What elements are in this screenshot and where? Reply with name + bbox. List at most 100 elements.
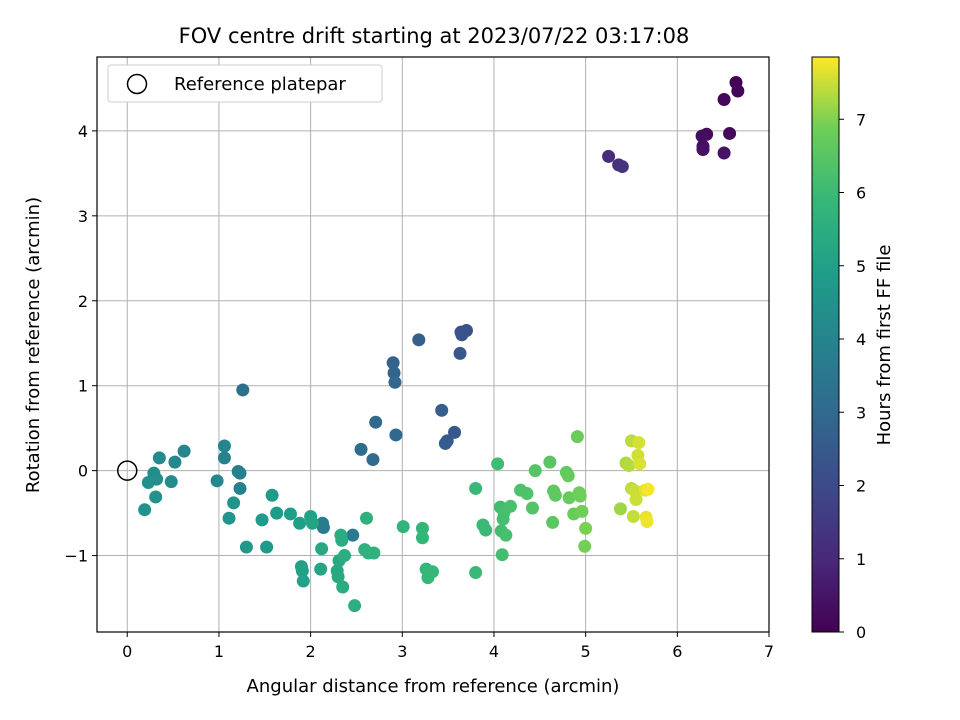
scatter-point	[731, 84, 745, 98]
scatter-point	[233, 466, 247, 480]
scatter-point	[717, 92, 731, 106]
reference-platepar-marker	[117, 460, 138, 481]
colorbar: 0 1 2 3 4 5 6 7 Hours from first FF file	[811, 56, 895, 642]
scatter-point	[548, 488, 562, 502]
colorbar-ticks: 0 1 2 3 4 5 6 7	[839, 110, 866, 642]
scatter-point	[469, 566, 483, 580]
scatter-point	[233, 481, 247, 495]
scatter-point	[520, 487, 534, 501]
scatter-point	[255, 513, 269, 527]
scatter-point	[316, 521, 330, 535]
scatter-point	[570, 430, 584, 444]
scatter-point	[455, 328, 469, 342]
scatter-point	[575, 504, 589, 518]
scatter-point	[331, 570, 345, 584]
y-tick-label: 1	[78, 377, 88, 396]
scatter-point	[448, 425, 462, 439]
scatter-point	[415, 521, 429, 535]
scatter-point	[346, 528, 360, 542]
scatter-point	[138, 503, 152, 517]
colorbar-tick-label: 7	[856, 110, 866, 129]
scatter-point	[615, 160, 629, 174]
x-tick-label: 1	[214, 642, 224, 661]
scatter-point	[633, 457, 647, 471]
scatter-point	[543, 455, 557, 469]
legend-entry-label: Reference platepar	[174, 74, 346, 95]
y-tick-label: −1	[64, 547, 88, 566]
scatter-point	[335, 533, 349, 547]
scatter-point	[629, 493, 643, 507]
colorbar-tick-label: 3	[856, 403, 866, 422]
scatter-point	[386, 356, 400, 370]
scatter-point	[717, 146, 731, 160]
scatter-point	[491, 457, 505, 471]
scatter-point	[695, 129, 709, 143]
scatter-point	[315, 542, 329, 556]
x-tick-label: 7	[764, 642, 774, 661]
scatter-point	[336, 580, 350, 594]
x-axis-ticks: 0 1 2 3 4 5 6 7	[122, 632, 774, 661]
x-tick-label: 3	[397, 642, 407, 661]
x-tick-label: 4	[489, 642, 499, 661]
legend-marker	[126, 73, 148, 95]
grid-lines	[97, 57, 770, 632]
scatter-point	[602, 149, 616, 163]
plot-frame	[96, 56, 770, 633]
scatter-point	[453, 346, 467, 360]
scatter-point	[640, 515, 654, 529]
scatter-point	[396, 520, 410, 534]
x-tick-label: 6	[672, 642, 682, 661]
scatter-point	[217, 439, 231, 453]
scatter-point	[561, 469, 575, 483]
colorbar-gradient	[811, 56, 840, 633]
colorbar-tick-label: 0	[856, 623, 866, 642]
x-tick-label: 5	[581, 642, 591, 661]
scatter-point	[348, 599, 362, 613]
legend-box	[107, 64, 383, 103]
scatter-point	[360, 511, 374, 525]
legend: Reference platepar	[107, 64, 383, 103]
scatter-point	[528, 464, 542, 478]
scatter-point	[632, 436, 646, 450]
scatter-point	[435, 403, 449, 417]
scatter-point	[723, 126, 737, 140]
scatter-point	[578, 539, 592, 553]
scatter-point	[499, 528, 513, 542]
scatter-point	[210, 474, 224, 488]
colorbar-tick-label: 1	[856, 550, 866, 569]
scatter-point	[227, 496, 241, 510]
scatter-point	[260, 540, 274, 554]
scatter-point	[293, 516, 307, 530]
x-tick-label: 2	[306, 642, 316, 661]
scatter-points	[138, 75, 745, 613]
scatter-point	[438, 436, 452, 450]
colorbar-tick-label: 4	[856, 330, 866, 349]
chart-title: FOV centre drift starting at 2023/07/22 …	[179, 24, 690, 48]
scatter-point	[236, 383, 250, 397]
scatter-point	[295, 564, 309, 578]
scatter-point	[152, 451, 166, 465]
scatter-point	[270, 506, 284, 520]
scatter-point	[314, 562, 328, 576]
y-axis-ticks: −1 0 1 2 3 4	[64, 122, 97, 566]
scatter-point	[338, 549, 352, 563]
scatter-point	[367, 546, 381, 560]
scatter-point	[573, 489, 587, 503]
y-tick-label: 4	[78, 122, 88, 141]
scatter-point	[525, 501, 539, 515]
scatter-point	[626, 509, 640, 523]
scatter-point	[222, 511, 236, 525]
x-axis-label: Angular distance from reference (arcmin)	[247, 676, 620, 697]
scatter-point	[613, 502, 627, 516]
scatter-point	[217, 451, 231, 465]
scatter-point	[239, 540, 253, 554]
scatter-point	[164, 475, 178, 489]
scatter-point	[149, 490, 163, 504]
y-tick-label: 2	[78, 292, 88, 311]
y-tick-label: 3	[78, 207, 88, 226]
scatter-point	[622, 459, 636, 473]
colorbar-tick-label: 2	[856, 477, 866, 496]
scatter-point	[296, 574, 310, 588]
scatter-point	[177, 444, 191, 458]
